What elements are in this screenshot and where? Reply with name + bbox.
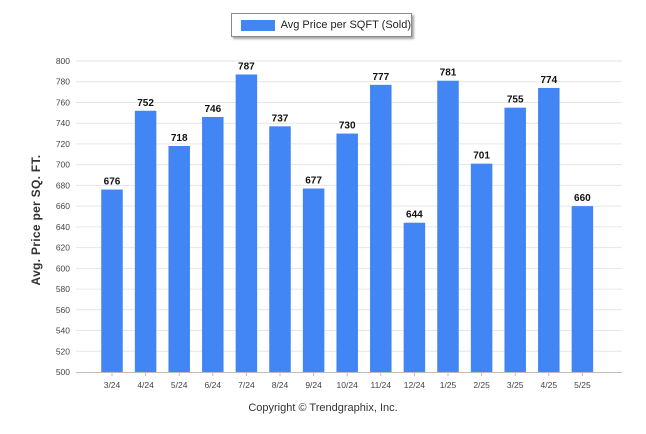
bar [470,163,493,372]
data-label: 677 [305,176,322,187]
bar [403,222,426,372]
data-label: 718 [171,133,188,144]
x-tick-label: 12/24 [404,380,426,390]
bar [504,107,526,373]
y-tick-label: 780 [56,77,70,87]
bar [269,126,291,372]
x-tick-label: 4/24 [137,380,154,390]
y-tick-label: 740 [56,118,70,128]
y-tick-label: 680 [56,180,70,190]
bar [571,206,594,372]
bar [134,110,157,372]
y-tick-label: 600 [56,263,70,273]
bar [202,116,224,372]
bar [370,84,392,373]
y-tick-label: 580 [56,284,70,294]
x-tick-label: 9/24 [305,380,322,390]
data-label: 730 [339,121,356,132]
data-label: 777 [372,72,389,83]
y-tick-label: 560 [56,305,70,315]
x-tick-label: 5/25 [574,380,591,390]
bar [437,80,459,373]
bar [101,189,123,372]
legend: Avg Price per SQFT (Sold) [231,13,412,37]
bars [101,74,594,373]
y-tick-label: 540 [56,326,70,336]
x-tick-label: 1/25 [440,380,457,390]
x-tick-label: 6/24 [205,380,222,390]
data-labels: 676 752 718 746 787 737 677 730 777 644 781 701 755 7… [104,61,592,220]
data-label: 746 [204,104,221,115]
data-label: 781 [440,68,457,79]
data-label: 752 [137,98,154,109]
data-label: 660 [574,193,591,204]
y-tick-label: 620 [56,243,70,253]
x-tick-label: 8/24 [272,380,289,390]
data-label: 676 [104,177,121,188]
y-tick-label: 760 [56,97,70,107]
y-axis-ticks: 500 520 540 560 580 600 620 640 660 680 700 720 740 7… [56,56,70,377]
data-label: 701 [473,151,490,162]
x-tick-label: 5/24 [171,380,188,390]
y-axis-label: Avg. Price per SQ. FT. [29,154,43,286]
y-tick-label: 500 [56,367,70,377]
x-tick-label: 7/24 [238,380,255,390]
x-tick-label: 2/25 [473,380,490,390]
bar [302,188,325,372]
data-label: 787 [238,61,255,72]
y-tick-label: 640 [56,222,70,232]
x-tick-label: 3/24 [104,380,121,390]
copyright-footer: Copyright © Trendgraphix, Inc. [248,402,398,414]
x-axis-ticks: 3/24 4/24 5/24 6/24 7/24 8/24 9/24 10/24 11/24 12… [104,372,591,390]
legend-label: Avg Price per SQFT (Sold) [280,19,411,31]
y-tick-label: 800 [56,56,70,66]
y-tick-label: 660 [56,201,70,211]
x-tick-label: 11/24 [370,380,391,390]
data-label: 774 [540,75,557,86]
data-label: 644 [406,210,423,221]
bar [168,146,190,372]
x-tick-label: 3/25 [507,380,524,390]
bar [235,74,258,372]
bar [538,87,560,372]
data-label: 737 [272,113,289,124]
bar [336,133,358,372]
y-tick-label: 720 [56,139,70,149]
x-tick-label: 4/25 [541,380,558,390]
y-tick-label: 520 [56,346,70,356]
legend-swatch [241,19,275,31]
x-tick-label: 10/24 [337,380,359,390]
y-tick-label: 700 [56,160,70,170]
data-label: 755 [507,95,524,106]
